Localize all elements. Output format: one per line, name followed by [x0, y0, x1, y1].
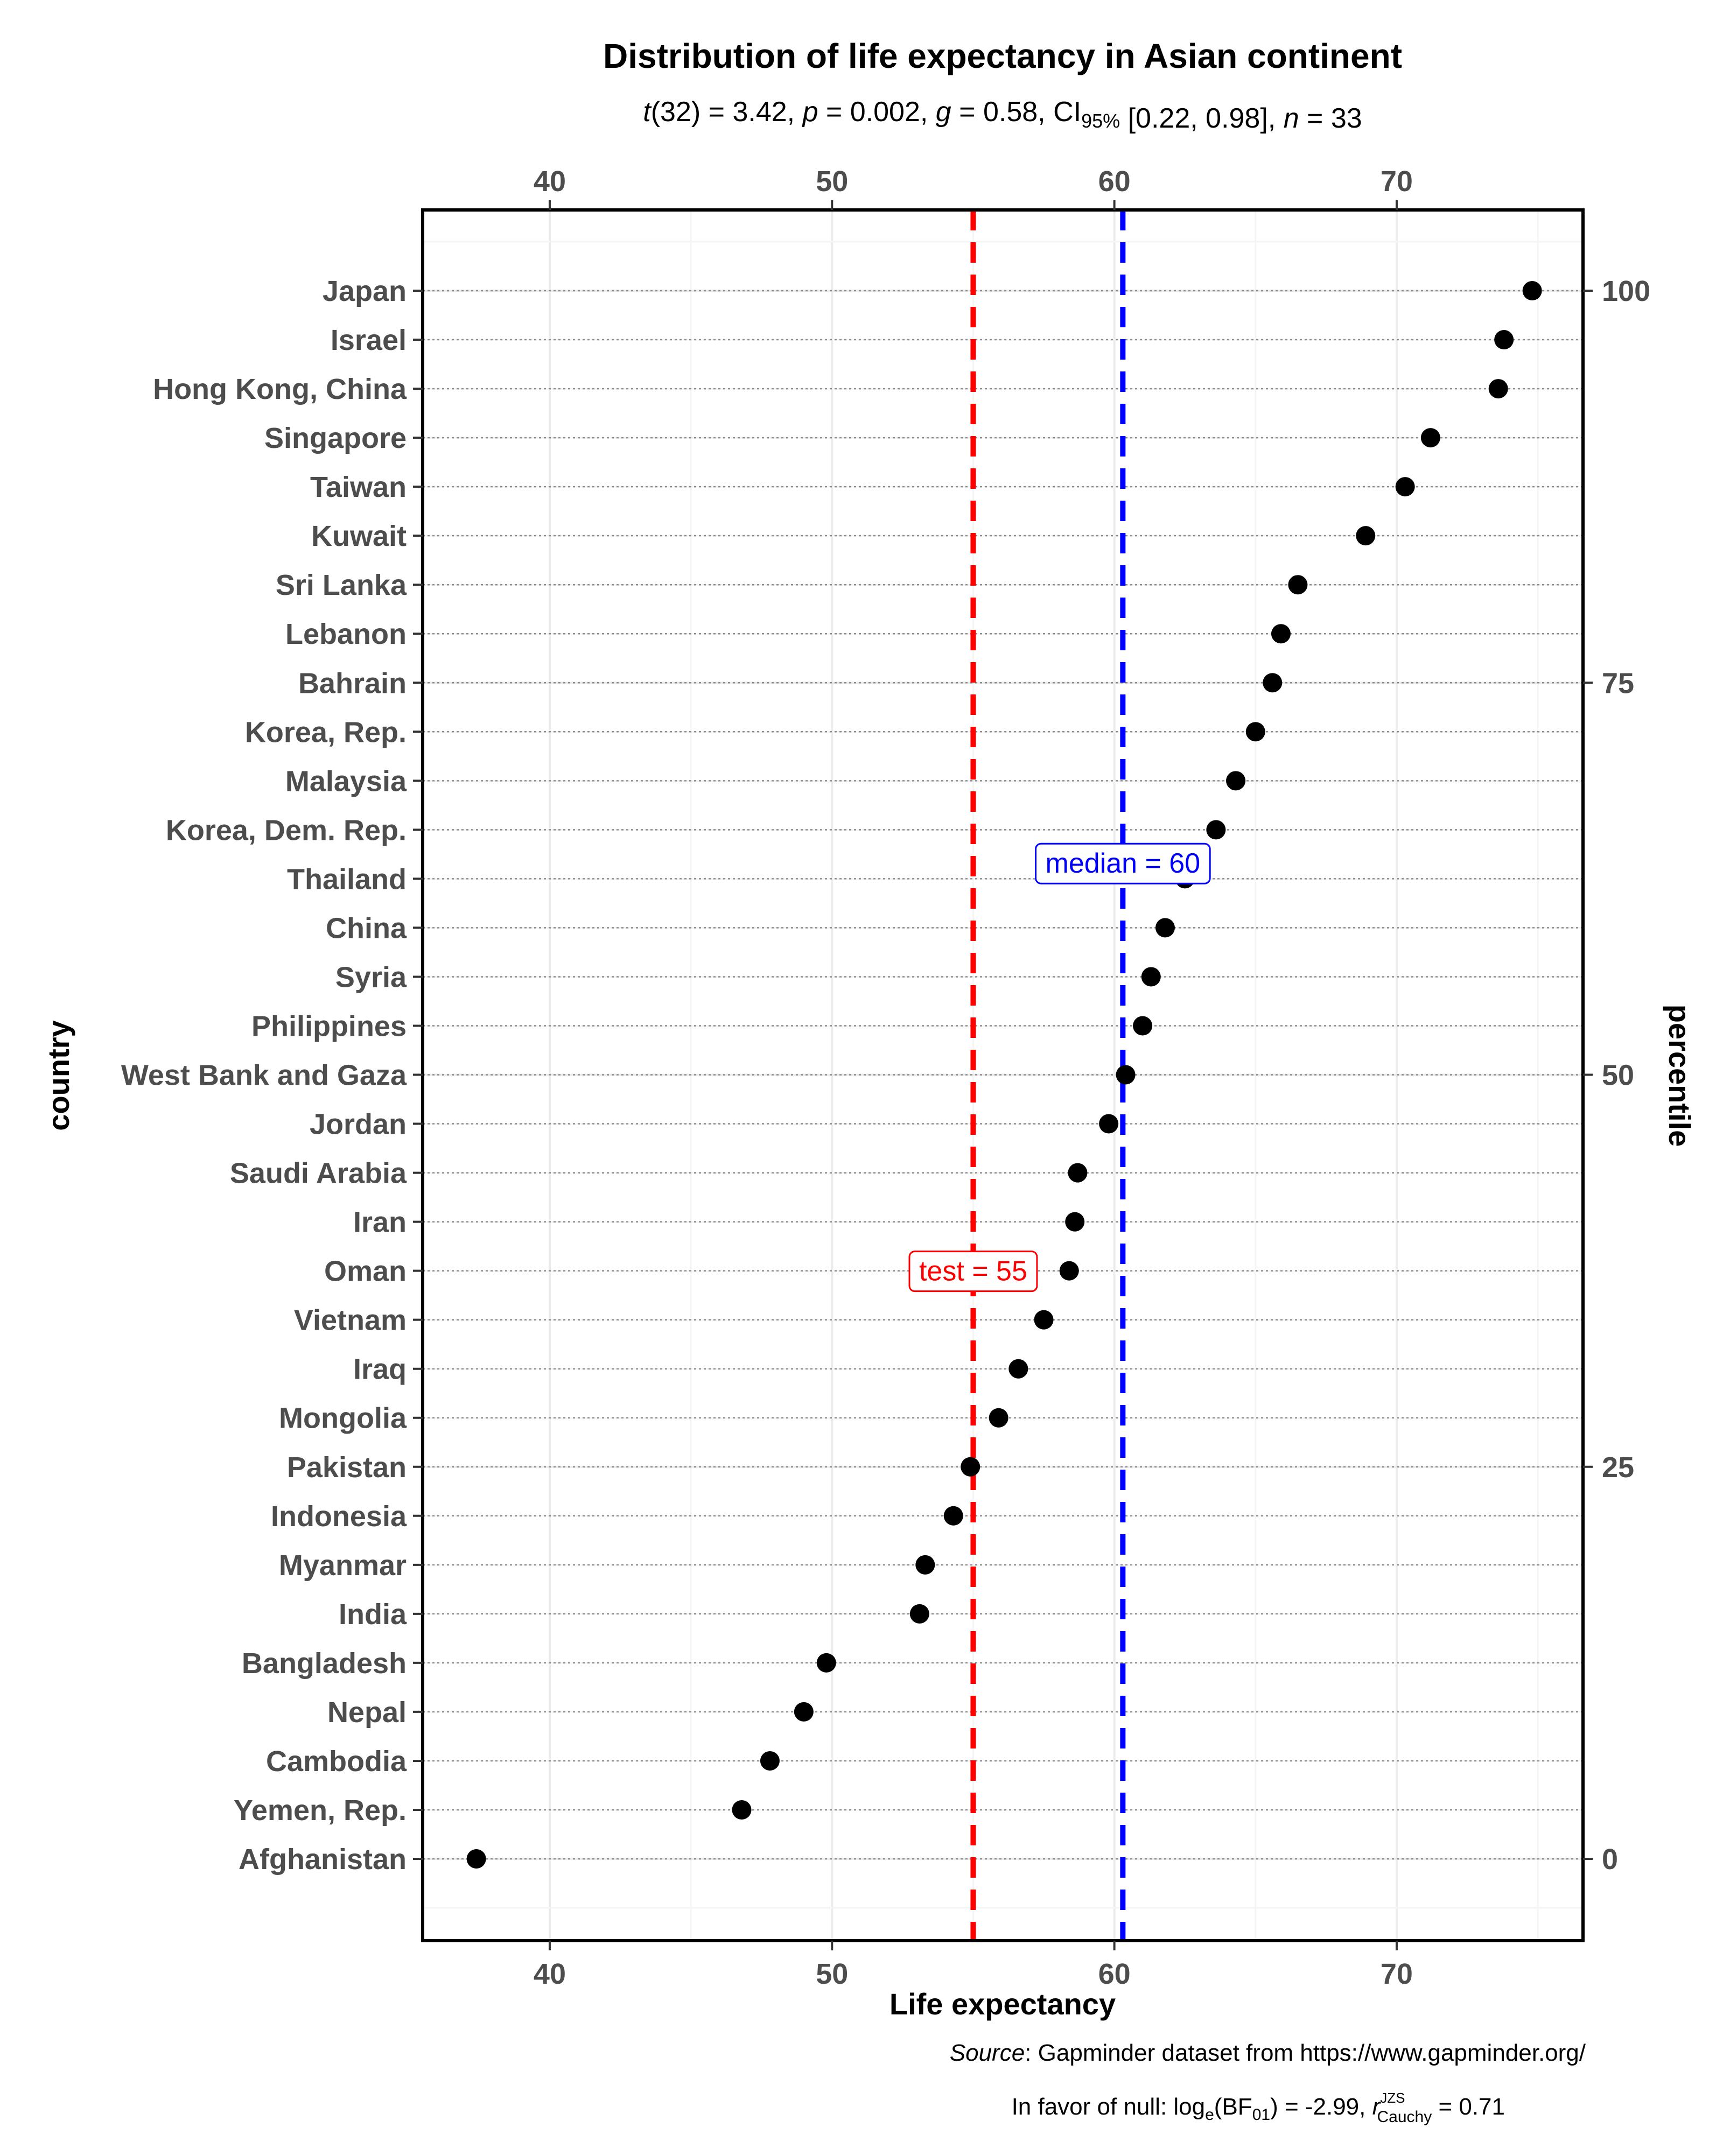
- country-label: Saudi Arabia: [230, 1157, 407, 1190]
- data-point: [1116, 1065, 1136, 1085]
- country-label: Vietnam: [294, 1304, 407, 1337]
- data-point: [1226, 771, 1246, 791]
- percentile-tick-label: 100: [1602, 275, 1650, 307]
- country-label: Mongolia: [279, 1402, 407, 1435]
- country-label: Korea, Dem. Rep.: [166, 814, 407, 846]
- data-point: [1420, 428, 1440, 448]
- test-label-box: [908, 1251, 1038, 1293]
- country-label: Kuwait: [311, 520, 407, 552]
- x-axis-title: Life expectancy: [889, 1987, 1116, 2021]
- reference-labels: test = 55 median = 60: [908, 842, 1211, 1293]
- x-tick-label-top: 50: [816, 165, 848, 198]
- data-point: [1522, 281, 1542, 300]
- country-label: India: [339, 1598, 407, 1631]
- percentile-tick-label: 0: [1602, 1843, 1618, 1876]
- data-point: [1068, 1163, 1088, 1183]
- country-label: Singapore: [264, 422, 407, 454]
- country-label: Lebanon: [285, 618, 407, 650]
- country-label: Nepal: [327, 1696, 407, 1729]
- data-point: [1395, 477, 1415, 497]
- country-label: Israel: [331, 324, 407, 356]
- country-label: Syria: [335, 961, 407, 993]
- data-point: [1488, 379, 1508, 399]
- country-label: Bahrain: [298, 667, 407, 699]
- x-tick-label-top: 40: [534, 165, 566, 198]
- data-point: [466, 1849, 486, 1869]
- country-label: Iraq: [353, 1353, 407, 1386]
- data-point: [1356, 526, 1376, 546]
- percentile-tick-label: 50: [1602, 1059, 1634, 1092]
- x-tick-label-top: 70: [1381, 165, 1413, 198]
- country-label: Pakistan: [287, 1451, 407, 1484]
- percentile-axis-title: percentile: [1663, 1005, 1697, 1147]
- chart-subtitle: t(32) = 3.42, p = 0.002, g = 0.58, CI95%…: [643, 96, 1362, 134]
- country-label: Taiwan: [310, 471, 407, 503]
- data-point: [1206, 820, 1226, 840]
- data-point: [1271, 624, 1291, 644]
- data-points: [466, 281, 1542, 1869]
- y-axis-title: country: [41, 1020, 75, 1130]
- country-label: Cambodia: [266, 1745, 407, 1778]
- x-tick-label-top: 60: [1098, 165, 1131, 198]
- test-label: test = 55: [908, 1251, 1038, 1293]
- data-point: [1099, 1114, 1119, 1134]
- x-tick-label-bottom: 70: [1381, 1958, 1413, 1990]
- data-point: [1245, 722, 1265, 742]
- country-label: Jordan: [310, 1108, 407, 1141]
- country-label: West Bank and Gaza: [121, 1059, 407, 1092]
- data-point: [1008, 1359, 1028, 1379]
- x-tick-label-bottom: 50: [816, 1958, 848, 1990]
- data-point: [732, 1800, 752, 1820]
- data-point: [794, 1702, 814, 1722]
- country-label: Afghanistan: [239, 1843, 407, 1876]
- data-point: [1155, 918, 1175, 938]
- country-label: Oman: [324, 1255, 407, 1288]
- data-point: [1059, 1261, 1079, 1281]
- data-point: [816, 1653, 836, 1673]
- grid: [423, 210, 1583, 1941]
- caption-source: Source: Gapminder dataset from https://w…: [950, 2040, 1586, 2066]
- country-label: China: [326, 912, 407, 944]
- data-point: [943, 1506, 963, 1526]
- caption-bayes-factor: In favor of null: loge(BF01) = -2.99, rJ…: [1012, 2090, 1505, 2126]
- percentile-tick-label: 25: [1602, 1451, 1634, 1484]
- country-label: Philippines: [251, 1010, 407, 1042]
- country-label: Iran: [353, 1206, 407, 1239]
- data-point: [760, 1751, 780, 1771]
- median-label-box: [1035, 842, 1211, 884]
- country-label: Malaysia: [285, 765, 407, 797]
- country-label: Sri Lanka: [276, 569, 407, 601]
- data-point: [961, 1457, 980, 1477]
- median-label-text: median = 60: [1046, 848, 1201, 879]
- data-point: [1494, 330, 1514, 350]
- chart-title: Distribution of life expectancy in Asian…: [603, 37, 1402, 75]
- country-label: Hong Kong, China: [153, 373, 407, 405]
- country-label: Indonesia: [271, 1500, 407, 1533]
- median-label: median = 60: [1035, 842, 1211, 884]
- x-tick-label-bottom: 40: [534, 1958, 566, 1990]
- country-label: Yemen, Rep.: [234, 1794, 407, 1827]
- country-label: Myanmar: [279, 1549, 407, 1582]
- axes: Afghanistan Yemen, Rep. Cambodia Nepal Bangl…: [121, 165, 1650, 1990]
- data-point: [1141, 967, 1161, 987]
- data-point: [909, 1604, 929, 1624]
- data-point: [1065, 1212, 1085, 1232]
- country-label: Korea, Rep.: [245, 716, 407, 748]
- data-point: [1263, 673, 1283, 693]
- country-label: Bangladesh: [242, 1647, 407, 1680]
- data-point: [1034, 1310, 1054, 1330]
- country-label: Thailand: [287, 863, 407, 895]
- data-point: [1133, 1016, 1153, 1036]
- x-tick-label-bottom: 60: [1098, 1958, 1131, 1990]
- test-label-text: test = 55: [919, 1256, 1027, 1287]
- data-point: [1288, 575, 1308, 595]
- data-point: [989, 1408, 1008, 1428]
- percentile-tick-label: 75: [1602, 667, 1634, 699]
- data-point: [915, 1555, 935, 1575]
- country-label: Japan: [323, 275, 407, 307]
